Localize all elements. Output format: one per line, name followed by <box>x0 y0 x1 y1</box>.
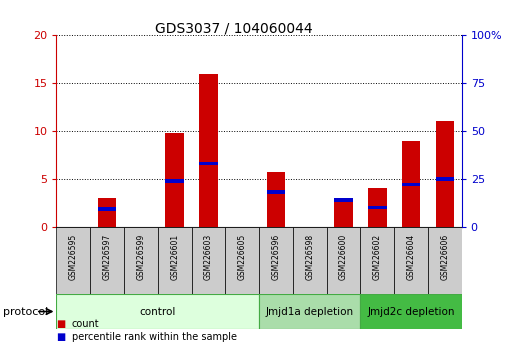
Bar <box>199 161 218 165</box>
Bar <box>327 227 360 294</box>
Bar <box>402 183 420 187</box>
Text: GSM226606: GSM226606 <box>440 234 449 280</box>
Text: GSM226596: GSM226596 <box>271 234 281 280</box>
Bar <box>267 172 285 227</box>
Text: ■: ■ <box>56 319 66 329</box>
Bar <box>259 294 360 329</box>
Bar <box>124 227 158 294</box>
Bar <box>165 133 184 227</box>
Bar <box>428 227 462 294</box>
Text: Jmjd2c depletion: Jmjd2c depletion <box>367 307 455 316</box>
Text: control: control <box>140 307 176 316</box>
Bar <box>98 207 116 211</box>
Text: GSM226597: GSM226597 <box>103 234 112 280</box>
Bar <box>225 227 259 294</box>
Text: percentile rank within the sample: percentile rank within the sample <box>72 332 237 342</box>
Bar <box>368 206 387 209</box>
Bar <box>259 227 293 294</box>
Text: GSM226600: GSM226600 <box>339 234 348 280</box>
Text: protocol: protocol <box>3 307 48 316</box>
Text: Jmjd1a depletion: Jmjd1a depletion <box>266 307 354 316</box>
Bar <box>293 227 327 294</box>
Bar <box>368 188 387 227</box>
Bar <box>90 227 124 294</box>
Text: GSM226595: GSM226595 <box>69 234 78 280</box>
Text: GSM226599: GSM226599 <box>136 234 145 280</box>
Text: ■: ■ <box>56 332 66 342</box>
Bar <box>165 179 184 183</box>
Bar <box>360 227 394 294</box>
Text: GSM226602: GSM226602 <box>373 234 382 280</box>
Bar <box>394 227 428 294</box>
Bar <box>267 190 285 194</box>
Bar <box>334 198 353 227</box>
Text: GSM226604: GSM226604 <box>406 234 416 280</box>
Bar <box>191 227 225 294</box>
Bar <box>402 141 420 227</box>
Bar <box>157 227 191 294</box>
Bar <box>56 227 90 294</box>
Text: GSM226605: GSM226605 <box>238 234 247 280</box>
Bar <box>56 294 259 329</box>
Bar <box>98 198 116 227</box>
Text: GSM226603: GSM226603 <box>204 234 213 280</box>
Bar <box>199 74 218 227</box>
Text: GSM226601: GSM226601 <box>170 234 179 280</box>
Bar <box>436 177 454 181</box>
Bar <box>334 198 353 202</box>
Bar <box>436 121 454 227</box>
Text: GSM226598: GSM226598 <box>305 234 314 280</box>
Text: count: count <box>72 319 100 329</box>
Text: GDS3037 / 104060044: GDS3037 / 104060044 <box>154 21 312 35</box>
Bar <box>360 294 462 329</box>
